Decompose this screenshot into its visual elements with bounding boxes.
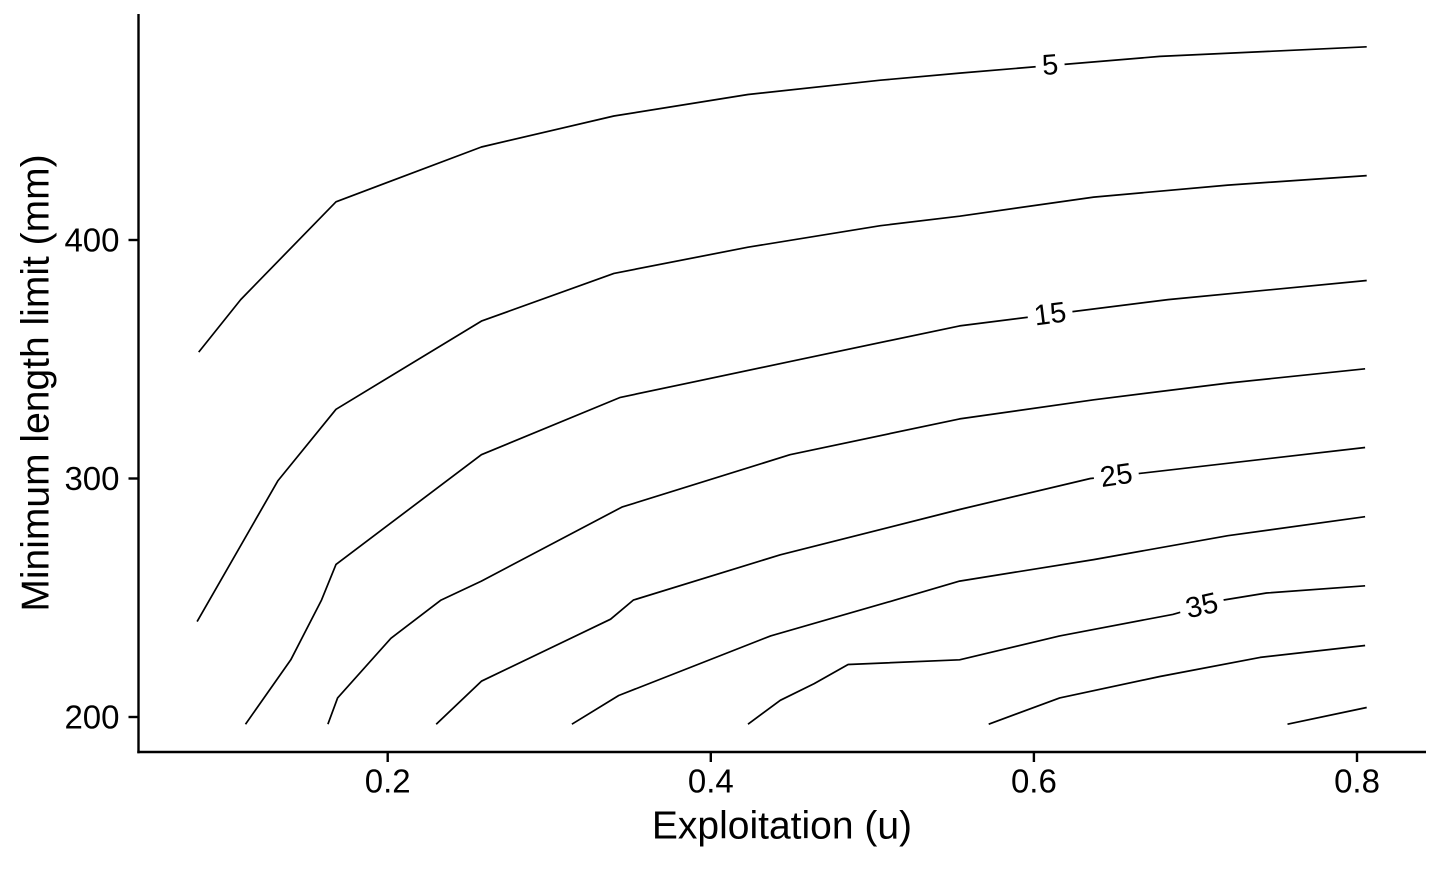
contour-line-20 (327, 367, 1366, 725)
y-tick-label: 300 (64, 460, 119, 497)
contour-label-mask-5 (1034, 49, 1066, 82)
contour-line-40 (988, 644, 1366, 725)
contour-label-group-35: 35 (1176, 586, 1228, 626)
contour-label-mask-15 (1025, 296, 1075, 333)
contour-label-15: 15 (1032, 297, 1068, 333)
x-axis-title: Exploitation (u) (652, 805, 912, 848)
contour-label-5: 5 (1041, 49, 1060, 82)
y-tick-label: 400 (64, 222, 119, 259)
contour-label-group-5: 5 (1034, 49, 1066, 82)
x-tick-label: 0.2 (365, 763, 411, 800)
y-tick-label: 200 (64, 699, 119, 736)
contour-line-30 (571, 515, 1366, 725)
y-axis-title: Minimum length limit (mm) (15, 154, 58, 611)
contour-line-45 (1287, 706, 1367, 726)
x-tick-label: 0.8 (1334, 763, 1380, 800)
contour-line-25 (435, 446, 1366, 725)
axes-group: 0.2 0.4 0.6 0.8 200 300 400 (64, 14, 1426, 800)
contour-label-group-25: 25 (1091, 457, 1141, 494)
x-tick-label: 0.4 (688, 763, 734, 800)
contour-line-10 (196, 174, 1367, 623)
contour-line-15 (244, 279, 1367, 725)
x-tick-label: 0.6 (1011, 763, 1057, 800)
contour-line-5 (198, 45, 1367, 353)
contour-label-35: 35 (1183, 587, 1221, 625)
contour-label-mask-35 (1176, 586, 1228, 626)
contour-label-group-15: 15 (1025, 296, 1075, 333)
contour-label-25: 25 (1098, 458, 1134, 494)
contour-labels-group: 5 15 25 35 (1025, 49, 1228, 626)
contour-label-mask-25 (1091, 457, 1141, 494)
contour-line-35 (747, 584, 1366, 725)
